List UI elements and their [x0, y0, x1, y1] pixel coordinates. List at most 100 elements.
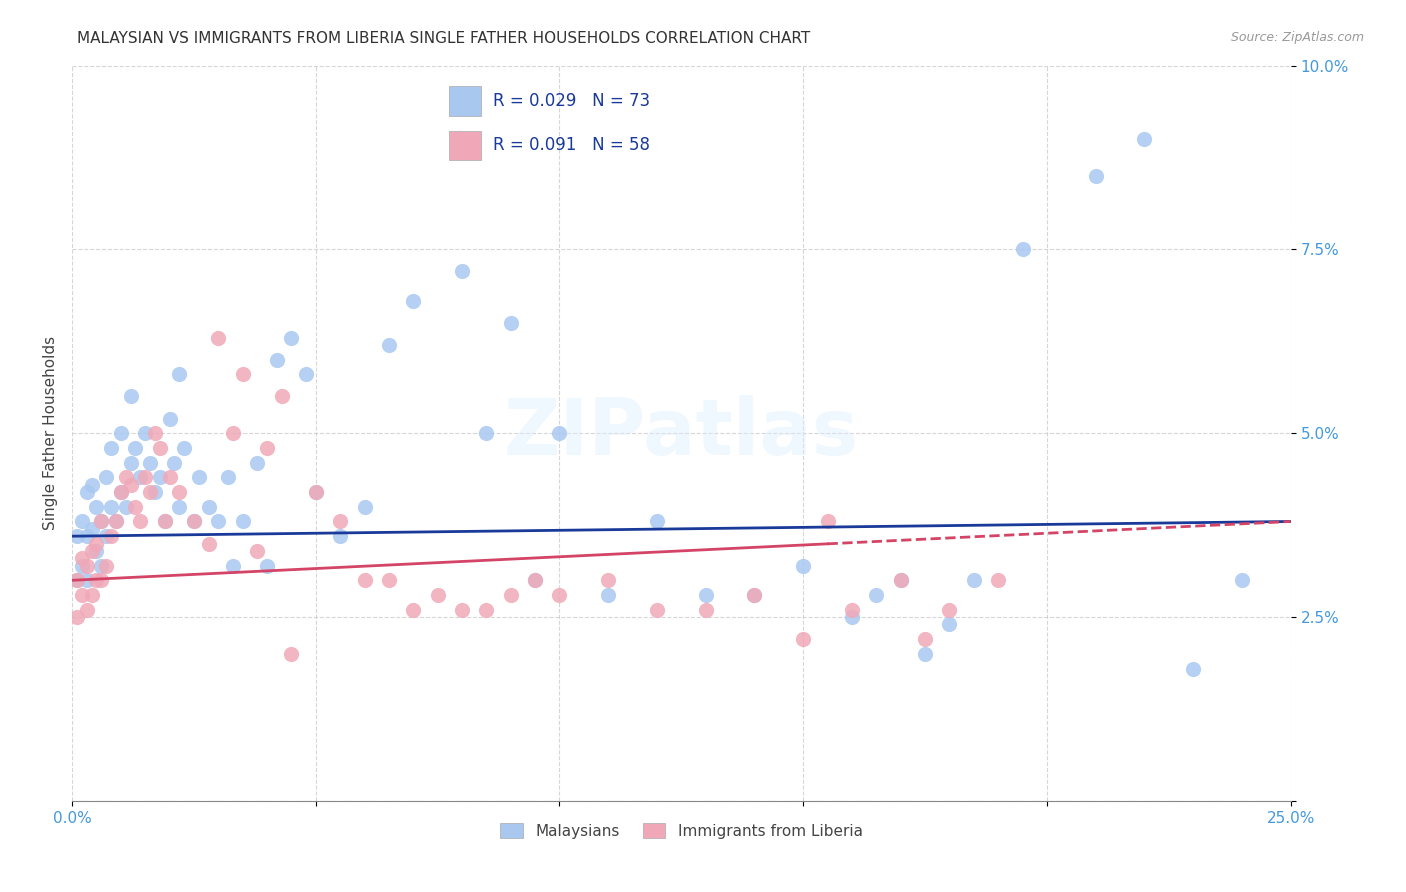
Point: [100, 500, 122, 514]
Point: [124, 441, 146, 455]
Point: [159, 470, 181, 484]
Point: [187, 470, 209, 484]
Point: [378, 338, 401, 352]
Point: [792, 632, 814, 647]
Point: [222, 558, 245, 573]
Point: [1230, 574, 1253, 588]
Point: [143, 485, 166, 500]
Point: [475, 426, 498, 441]
Point: [110, 426, 132, 441]
Point: [76, 529, 98, 543]
Point: [70, 588, 93, 602]
Point: [246, 456, 269, 470]
Point: [817, 515, 839, 529]
Point: [841, 603, 863, 617]
Point: [197, 500, 219, 514]
Point: [134, 470, 156, 484]
Point: [353, 574, 375, 588]
Text: MALAYSIAN VS IMMIGRANTS FROM LIBERIA SINGLE FATHER HOUSEHOLDS CORRELATION CHART: MALAYSIAN VS IMMIGRANTS FROM LIBERIA SIN…: [77, 31, 811, 46]
Point: [963, 574, 986, 588]
Point: [222, 426, 245, 441]
Point: [524, 574, 547, 588]
Point: [114, 500, 136, 514]
Y-axis label: Single Father Households: Single Father Households: [44, 336, 58, 531]
Point: [1084, 169, 1107, 183]
Point: [100, 529, 122, 543]
Point: [744, 588, 766, 602]
Point: [402, 293, 425, 308]
Point: [890, 574, 912, 588]
Point: [80, 544, 103, 558]
Point: [914, 632, 936, 647]
Point: [120, 456, 142, 470]
Point: [1011, 243, 1033, 257]
Point: [90, 515, 112, 529]
Point: [270, 389, 292, 403]
Point: [139, 456, 162, 470]
Point: [104, 515, 127, 529]
Point: [76, 485, 98, 500]
Point: [246, 544, 269, 558]
Point: [207, 515, 229, 529]
Point: [353, 500, 375, 514]
Point: [329, 515, 352, 529]
Point: [143, 426, 166, 441]
Point: [402, 603, 425, 617]
Point: [149, 441, 172, 455]
Point: [645, 515, 668, 529]
Point: [120, 389, 142, 403]
Point: [305, 485, 328, 500]
Point: [266, 352, 288, 367]
Point: [890, 574, 912, 588]
Point: [1182, 661, 1205, 675]
Point: [110, 485, 132, 500]
Point: [914, 647, 936, 661]
Point: [792, 558, 814, 573]
Point: [80, 477, 103, 491]
Point: [183, 515, 205, 529]
Point: [167, 368, 190, 382]
Point: [167, 485, 190, 500]
Point: [987, 574, 1010, 588]
Point: [524, 574, 547, 588]
Point: [153, 515, 176, 529]
Point: [86, 574, 108, 588]
Point: [86, 500, 108, 514]
Point: [86, 544, 108, 558]
Point: [80, 522, 103, 536]
Point: [295, 368, 318, 382]
Point: [120, 477, 142, 491]
Point: [499, 588, 522, 602]
Text: Source: ZipAtlas.com: Source: ZipAtlas.com: [1230, 31, 1364, 45]
Text: ZIPatlas: ZIPatlas: [503, 395, 859, 471]
Point: [70, 558, 93, 573]
Point: [841, 610, 863, 624]
Point: [76, 603, 98, 617]
Point: [378, 574, 401, 588]
Point: [100, 441, 122, 455]
Point: [451, 264, 474, 278]
Point: [232, 515, 254, 529]
Point: [197, 536, 219, 550]
Point: [90, 515, 112, 529]
Point: [598, 574, 620, 588]
Point: [329, 529, 352, 543]
Point: [134, 426, 156, 441]
Point: [695, 588, 717, 602]
Point: [66, 574, 89, 588]
Legend: Malaysians, Immigrants from Liberia: Malaysians, Immigrants from Liberia: [494, 816, 869, 845]
Point: [167, 500, 190, 514]
Point: [256, 441, 278, 455]
Point: [149, 470, 172, 484]
Point: [744, 588, 766, 602]
Point: [499, 316, 522, 330]
Point: [114, 470, 136, 484]
Point: [129, 470, 152, 484]
Point: [548, 588, 571, 602]
Point: [645, 603, 668, 617]
Point: [66, 610, 89, 624]
Point: [163, 456, 186, 470]
Point: [153, 515, 176, 529]
Point: [70, 515, 93, 529]
Point: [139, 485, 162, 500]
